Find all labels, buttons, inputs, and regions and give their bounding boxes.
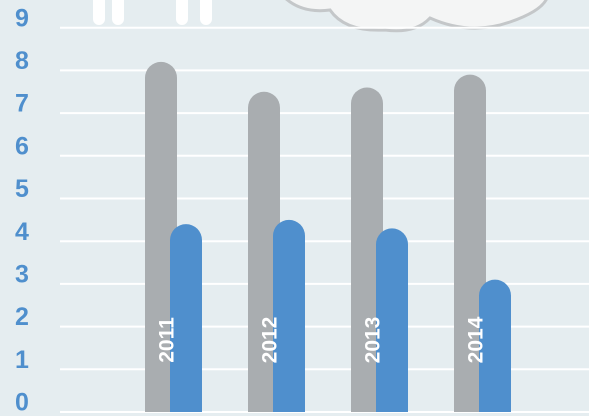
bar (273, 220, 305, 412)
cloud (282, 0, 548, 31)
rain-drops (93, 0, 212, 25)
y-tick-label: 2 (15, 303, 29, 331)
y-tick-label: 3 (15, 261, 29, 289)
y-tick-label: 6 (15, 132, 29, 160)
y-tick-label: 0 (15, 389, 29, 416)
y-tick-label: 8 (15, 47, 29, 75)
y-tick-label: 5 (15, 175, 29, 203)
category-label: 2014 (465, 316, 488, 363)
y-tick-label: 7 (15, 90, 29, 118)
y-tick-label: 1 (15, 346, 29, 374)
category-label: 2013 (362, 317, 385, 364)
category-label: 2012 (259, 317, 282, 364)
y-tick-label: 4 (15, 218, 29, 246)
chart: 0 1 2 3 4 5 6 7 8 9 2011 2012 2013 2014 (0, 0, 589, 416)
category-label: 2011 (156, 317, 179, 363)
y-tick-label: 9 (15, 4, 29, 32)
